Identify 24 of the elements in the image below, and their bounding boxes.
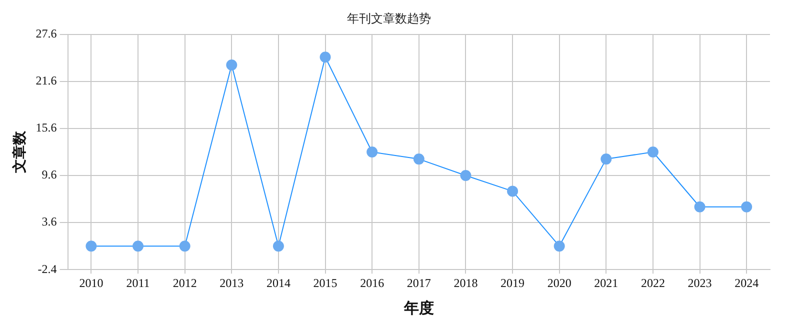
y-axis-title: 文章数 (11, 130, 28, 174)
x-tick-label: 2014 (266, 276, 290, 290)
x-tick-label: 2018 (454, 276, 478, 290)
x-tick-label: 2015 (313, 276, 338, 290)
x-tick-label: 2017 (406, 276, 431, 290)
y-tick-label: -2.4 (38, 262, 57, 276)
x-tick-label: 2023 (688, 276, 712, 290)
y-tick-label: 3.6 (42, 214, 57, 229)
x-tick-label: 2011 (126, 276, 150, 290)
x-tick-label: 2024 (734, 276, 759, 290)
y-tick-label: 21.6 (36, 74, 57, 88)
y-tick-label: 15.6 (36, 120, 57, 135)
x-tick-label: 2022 (640, 276, 665, 290)
x-tick-label: 2012 (172, 276, 197, 290)
x-tick-label: 2013 (220, 276, 244, 290)
x-tick-label: 2010 (79, 276, 104, 290)
y-tick-label: 9.6 (42, 168, 57, 182)
x-tick-label: 2020 (547, 276, 572, 290)
x-tick-label: 2019 (500, 276, 525, 290)
y-tick-label: 27.6 (36, 26, 57, 41)
x-tick-label: 2016 (360, 276, 384, 290)
x-axis-title: 年度 (402, 298, 434, 317)
chart-title: 年刊文章数趋势 (347, 11, 431, 26)
x-tick-label: 2021 (594, 276, 618, 290)
